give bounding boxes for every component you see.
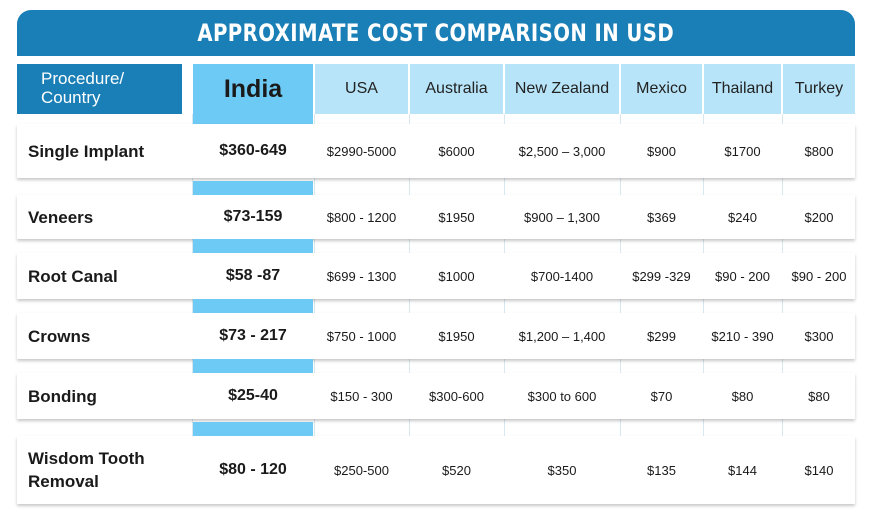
price-cell: $1700 — [724, 143, 761, 159]
india-header-background — [193, 64, 313, 134]
india-strip — [193, 181, 313, 195]
price-cell: $900 — [647, 143, 676, 159]
price-cell: $299 — [647, 328, 676, 344]
india-header: India — [223, 74, 283, 103]
price-cell: $240 — [728, 209, 757, 225]
price-cell: $80 — [808, 388, 830, 404]
procedure-name: Crowns — [28, 326, 91, 346]
procedure-name: Root Canal — [28, 266, 118, 286]
header-thailand: Thailand — [704, 64, 781, 114]
procedure-header-label: Procedure/ Country — [41, 69, 125, 107]
price-cell: $750 - 1000 — [326, 328, 397, 344]
table-row — [17, 124, 855, 178]
india-price: $25-40 — [228, 387, 278, 404]
column-divider — [782, 114, 783, 504]
price-cell: $70 — [650, 388, 673, 404]
column-divider — [314, 114, 315, 504]
price-cell: $350 — [547, 462, 577, 478]
price-cell: $800 — [804, 143, 834, 159]
price-cell: $299 -329 — [632, 268, 691, 284]
price-cell: $6000 — [438, 143, 475, 159]
header-australia: Australia — [410, 64, 503, 114]
price-cell: $210 - 390 — [711, 328, 774, 344]
india-strip — [193, 422, 313, 436]
column-divider — [703, 114, 704, 504]
price-cell: $900 – 1,300 — [524, 209, 600, 225]
india-strip — [193, 239, 313, 253]
procedure-name: Veneers — [28, 207, 94, 227]
price-cell: $80 — [731, 388, 754, 404]
column-divider — [192, 114, 193, 504]
table-row — [17, 195, 855, 239]
procedure-name: Bonding — [28, 386, 97, 406]
column-divider — [504, 114, 505, 504]
header-new-zealand: New Zealand — [505, 64, 619, 114]
price-cell: $699 - 1300 — [326, 268, 397, 284]
price-cell: $140 — [804, 462, 834, 478]
table-row — [17, 373, 855, 419]
price-cell: $144 — [728, 462, 757, 478]
india-price: $73 - 217 — [219, 327, 287, 344]
price-cell: $520 — [442, 462, 471, 478]
india-price: $360-649 — [219, 142, 287, 159]
table-row — [17, 253, 855, 299]
price-cell: $90 - 200 — [715, 268, 770, 284]
india-strip — [193, 359, 313, 373]
india-strip — [193, 299, 313, 313]
column-divider — [409, 114, 410, 504]
india-price: $80 - 120 — [219, 461, 287, 478]
price-cell: $1950 — [438, 209, 475, 225]
india-price: $73-159 — [223, 208, 283, 225]
price-cell: $150 - 300 — [330, 388, 393, 404]
price-cell: $200 — [804, 209, 834, 225]
header-turkey: Turkey — [783, 64, 855, 114]
price-cell: $2,500 – 3,000 — [518, 143, 606, 159]
price-cell: $250-500 — [334, 462, 389, 478]
price-cell: $1000 — [438, 268, 475, 284]
india-price: $58 -87 — [225, 267, 281, 284]
table-row — [17, 313, 855, 359]
price-cell: $369 — [647, 209, 676, 225]
price-cell: $1,200 – 1,400 — [518, 328, 606, 344]
table-row — [17, 436, 855, 504]
price-cell: $300 to 600 — [527, 388, 597, 404]
price-cell: $2990-5000 — [326, 143, 397, 159]
price-cell: $800 - 1200 — [326, 209, 397, 225]
price-cell: $700-1400 — [530, 268, 594, 284]
price-cell: $90 - 200 — [791, 268, 847, 284]
price-cell: $300 — [804, 328, 834, 344]
price-cell: $300-600 — [429, 388, 484, 404]
price-cell: $135 — [647, 462, 676, 478]
table-title: APPROXIMATE COST COMPARISON IN USD — [197, 19, 675, 47]
header-usa: USA — [315, 64, 408, 114]
header-mexico: Mexico — [621, 64, 702, 114]
procedure-name: Single Implant — [28, 141, 145, 161]
column-divider — [620, 114, 621, 504]
procedure-country-header: Procedure/ Country — [17, 64, 182, 114]
procedure-name: Wisdom Tooth Removal — [28, 449, 145, 491]
title-bar: APPROXIMATE COST COMPARISON IN USD — [17, 10, 855, 56]
price-cell: $1950 — [438, 328, 475, 344]
